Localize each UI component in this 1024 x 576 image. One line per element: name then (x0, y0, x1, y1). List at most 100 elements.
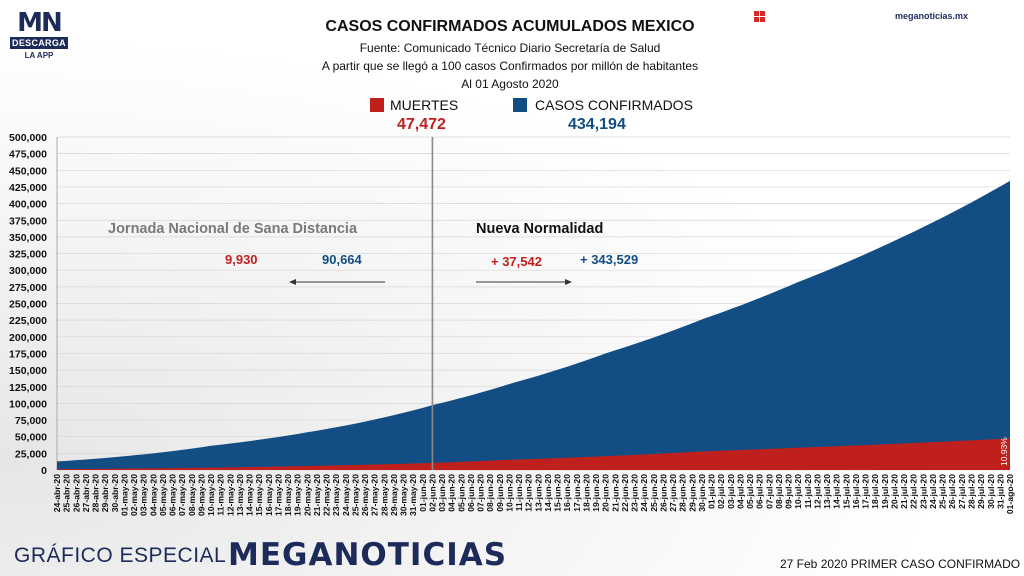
y-tick-label: 275,000 (9, 282, 47, 294)
x-tick-label: 27-jun-20 (668, 474, 678, 512)
x-tick-label: 08-jul-20 (774, 474, 784, 509)
x-tick-label: 23-jun-20 (630, 474, 640, 512)
x-tick-label: 24-jul-20 (928, 474, 938, 509)
x-tick-label: 26-jun-20 (658, 474, 668, 512)
x-tick-label: 05-jul-20 (745, 474, 755, 509)
logo-app-label: LA APP (24, 51, 54, 60)
x-tick-label: 11-may-20 (216, 474, 226, 516)
chart-title: CASOS CONFIRMADOS ACUMULADOS MEXICO (325, 18, 695, 35)
x-tick-label: 06-jun-20 (466, 474, 476, 512)
x-tick-label: 30-abr-20 (110, 474, 120, 512)
x-tick-label: 18-jul-20 (870, 474, 880, 509)
y-tick-label: 200,000 (9, 332, 47, 344)
x-tick-label: 14-jul-20 (832, 474, 842, 509)
x-tick-label: 14-may-20 (245, 474, 255, 516)
x-tick-label: 02-may-20 (129, 474, 139, 516)
x-tick-label: 25-abr-20 (62, 474, 72, 512)
y-tick-label: 300,000 (9, 265, 47, 277)
x-tick-label: 19-jun-20 (591, 474, 601, 512)
y-tick-label: 75,000 (15, 415, 47, 427)
x-tick-label: 16-jul-20 (851, 474, 861, 509)
chart-criterion: A partir que se llegó a 100 casos Confir… (321, 59, 699, 73)
x-tick-label: 16-may-20 (264, 474, 274, 516)
x-tick-label: 22-jul-20 (909, 474, 919, 509)
x-tick-label: 12-jul-20 (812, 474, 822, 509)
x-tick-label: 24-may-20 (341, 474, 351, 516)
y-tick-label: 375,000 (9, 215, 47, 227)
x-tick-label: 04-may-20 (148, 474, 158, 516)
x-tick-label: 10-may-20 (206, 474, 216, 516)
x-tick-label: 05-jun-20 (456, 474, 466, 512)
x-tick-label: 15-may-20 (254, 474, 264, 516)
footer-brand-name: MEGANOTICIAS (228, 537, 508, 573)
y-tick-label: 175,000 (9, 348, 47, 360)
x-tick-label: 06-may-20 (168, 474, 178, 516)
legend-total-cases: 434,194 (568, 116, 626, 133)
x-tick-label: 26-jul-20 (947, 474, 957, 509)
x-tick-label: 08-may-20 (187, 474, 197, 516)
x-tick-label: 29-jun-20 (687, 474, 697, 512)
x-tick-label: 11-jul-20 (803, 474, 813, 509)
x-tick-label: 10-jun-20 (504, 474, 514, 512)
y-tick-label: 150,000 (9, 365, 47, 377)
x-tick-label: 16-jun-20 (562, 474, 572, 512)
x-tick-label: 07-jul-20 (764, 474, 774, 509)
footer-special-label: GRÁFICO ESPECIAL (14, 544, 227, 567)
y-tick-label: 100,000 (9, 398, 47, 410)
logo-download-label: DESCARGA (10, 37, 68, 49)
x-tick-label: 09-jun-20 (495, 474, 505, 512)
x-tick-label: 12-jun-20 (524, 474, 534, 512)
legend-total-deaths: 47,472 (397, 116, 446, 133)
y-tick-label: 225,000 (9, 315, 47, 327)
x-tick-label: 25-jun-20 (649, 474, 659, 512)
meganoticias-logo[interactable]: MN DESCARGA LA APP (10, 10, 68, 60)
x-tick-label: 07-jun-20 (476, 474, 486, 512)
cases-area (57, 180, 1010, 470)
x-tick-label: 18-jun-20 (581, 474, 591, 512)
y-tick-label: 125,000 (9, 382, 47, 394)
x-tick-label: 17-may-20 (273, 474, 283, 516)
x-tick-label: 07-may-20 (177, 474, 187, 516)
site-url[interactable]: meganoticias.mx (895, 11, 969, 21)
x-tick-label: 13-jul-20 (822, 474, 832, 509)
x-tick-label: 21-jun-20 (610, 474, 620, 512)
y-tick-label: 50,000 (15, 432, 47, 444)
x-tick-label: 29-jul-20 (976, 474, 986, 509)
x-tick-label: 03-may-20 (139, 474, 149, 516)
y-tick-label: 0 (41, 465, 47, 477)
x-tick-label: 14-jun-20 (543, 474, 553, 512)
x-tick-label: 04-jun-20 (447, 474, 457, 512)
x-tick-label: 15-jul-20 (841, 474, 851, 509)
footer-first-case-note: 27 Feb 2020 PRIMER CASO CONFIRMADO (780, 557, 1021, 571)
x-tick-label: 28-abr-20 (91, 474, 101, 512)
x-tick-label: 01-jul-20 (707, 474, 717, 509)
x-tick-label: 19-may-20 (293, 474, 303, 516)
x-tick-label: 12-may-20 (225, 474, 235, 516)
x-tick-label: 20-may-20 (302, 474, 312, 516)
x-tick-label: 30-jul-20 (986, 474, 996, 509)
y-tick-label: 450,000 (9, 165, 47, 177)
x-tick-label: 30-may-20 (399, 474, 409, 516)
x-tick-label: 02-jun-20 (427, 474, 437, 512)
arrow-left-head (289, 279, 296, 285)
y-tick-label: 400,000 (9, 199, 47, 211)
x-tick-label: 27-may-20 (370, 474, 380, 516)
x-tick-label: 13-may-20 (235, 474, 245, 516)
phase-right-label: Nueva Normalidad (476, 221, 603, 237)
arrow-right-head (565, 279, 572, 285)
phase-left-label: Jornada Nacional de Sana Distancia (108, 221, 358, 237)
x-tick-label: 20-jun-20 (601, 474, 611, 512)
x-tick-label: 22-may-20 (322, 474, 332, 516)
x-tick-label: 26-may-20 (360, 474, 370, 516)
y-tick-label: 350,000 (9, 232, 47, 244)
x-tick-label: 18-may-20 (283, 474, 293, 516)
legend-swatch-cases (513, 98, 527, 112)
logo-letters: MN (17, 8, 63, 38)
x-tick-label: 24-jun-20 (639, 474, 649, 512)
phase-left-deaths: 9,930 (225, 252, 258, 267)
x-tick-label: 03-jul-20 (726, 474, 736, 509)
x-tick-label: 09-may-20 (196, 474, 206, 516)
chart-source: Fuente: Comunicado Técnico Diario Secret… (359, 41, 661, 55)
x-tick-label: 29-may-20 (389, 474, 399, 516)
